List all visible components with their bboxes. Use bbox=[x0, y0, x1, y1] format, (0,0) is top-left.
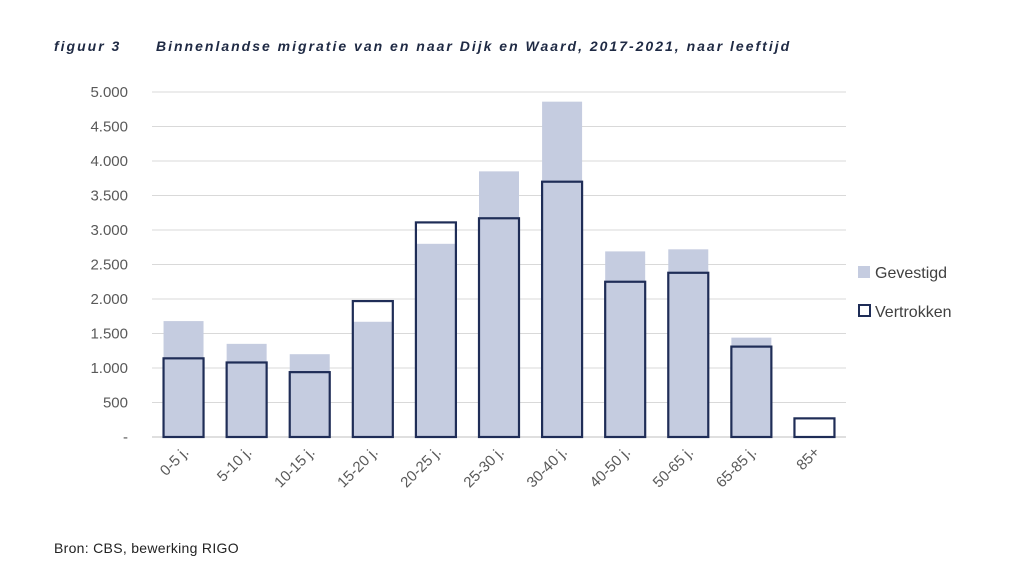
x-tick-label: 30-40 j. bbox=[524, 444, 571, 491]
y-tick-label: 5.000 bbox=[90, 84, 128, 101]
legend-label-gevestigd: Gevestigd bbox=[875, 265, 947, 282]
x-tick-label: 5-10 j. bbox=[214, 444, 256, 486]
bar-gevestigd bbox=[352, 321, 393, 437]
x-tick-label: 0-5 j. bbox=[157, 444, 193, 480]
legend: Gevestigd Vertrokken bbox=[858, 265, 951, 321]
x-tick-label: 10-15 j. bbox=[271, 444, 318, 491]
bar-vertrokken bbox=[477, 217, 521, 439]
bar-vertrokken bbox=[730, 345, 773, 439]
y-tick-label: 3.500 bbox=[90, 188, 128, 205]
figure-number: figuur 3 bbox=[54, 38, 122, 54]
legend-swatch-vertrokken bbox=[858, 304, 871, 317]
bar-vertrokken bbox=[288, 371, 331, 439]
x-tick-label: 85+ bbox=[793, 444, 823, 474]
bar-gevestigd bbox=[289, 354, 330, 437]
legend-label-vertrokken: Vertrokken bbox=[875, 304, 951, 321]
x-tick-label: 40-50 j. bbox=[587, 444, 634, 491]
y-tick-label: 1.000 bbox=[90, 360, 128, 377]
bar-vertrokken bbox=[793, 417, 836, 439]
y-tick-label: - bbox=[123, 429, 128, 446]
bar-vertrokken bbox=[351, 299, 394, 439]
source-note: Bron: CBS, bewerking RIGO bbox=[54, 540, 239, 556]
bars bbox=[162, 101, 836, 439]
y-tick-label: 3.000 bbox=[90, 222, 128, 239]
x-tick-label: 20-25 j. bbox=[397, 444, 444, 491]
y-tick-label: 2.000 bbox=[90, 291, 128, 308]
bar-gevestigd bbox=[163, 321, 204, 437]
bar-gevestigd bbox=[668, 249, 709, 437]
figure-caption: Binnenlandse migratie van en naar Dijk e… bbox=[156, 38, 792, 54]
legend-swatch-gevestigd bbox=[858, 266, 870, 278]
y-tick-label: 500 bbox=[103, 395, 128, 412]
bar-vertrokken bbox=[414, 221, 458, 439]
x-tick-label: 50-65 j. bbox=[650, 444, 697, 491]
bar-gevestigd bbox=[542, 101, 583, 437]
bar-gevestigd bbox=[605, 251, 646, 437]
bar-vertrokken bbox=[604, 280, 647, 439]
x-tick-label: 25-30 j. bbox=[460, 444, 507, 491]
y-tick-label: 2.500 bbox=[90, 257, 128, 274]
bar-vertrokken bbox=[667, 271, 710, 439]
y-tick-label: 1.500 bbox=[90, 326, 128, 343]
bar-gevestigd bbox=[731, 337, 772, 437]
x-axis: 0-5 j. 5-10 j. 10-15 j. 15-20 j. 20-25 j. 25-… bbox=[157, 444, 824, 492]
figure-title: figuur 3 Binnenlandse migratie van en naa… bbox=[54, 38, 791, 54]
y-tick-label: 4.500 bbox=[90, 119, 128, 136]
x-tick-label: 65-85 j. bbox=[713, 444, 760, 491]
bar-gevestigd bbox=[415, 243, 456, 437]
x-tick-label: 15-20 j. bbox=[334, 444, 381, 491]
y-tick-label: 4.000 bbox=[90, 153, 128, 170]
bar-vertrokken bbox=[540, 180, 584, 439]
bar-vertrokken bbox=[162, 357, 205, 439]
bar-vertrokken bbox=[225, 361, 268, 439]
bar-gevestigd bbox=[479, 171, 519, 437]
bar-gevestigd bbox=[226, 343, 267, 437]
y-axis: - 500 1.000 1.500 2.000 2.500 3.000 3.500 4.000 4… bbox=[90, 84, 128, 446]
